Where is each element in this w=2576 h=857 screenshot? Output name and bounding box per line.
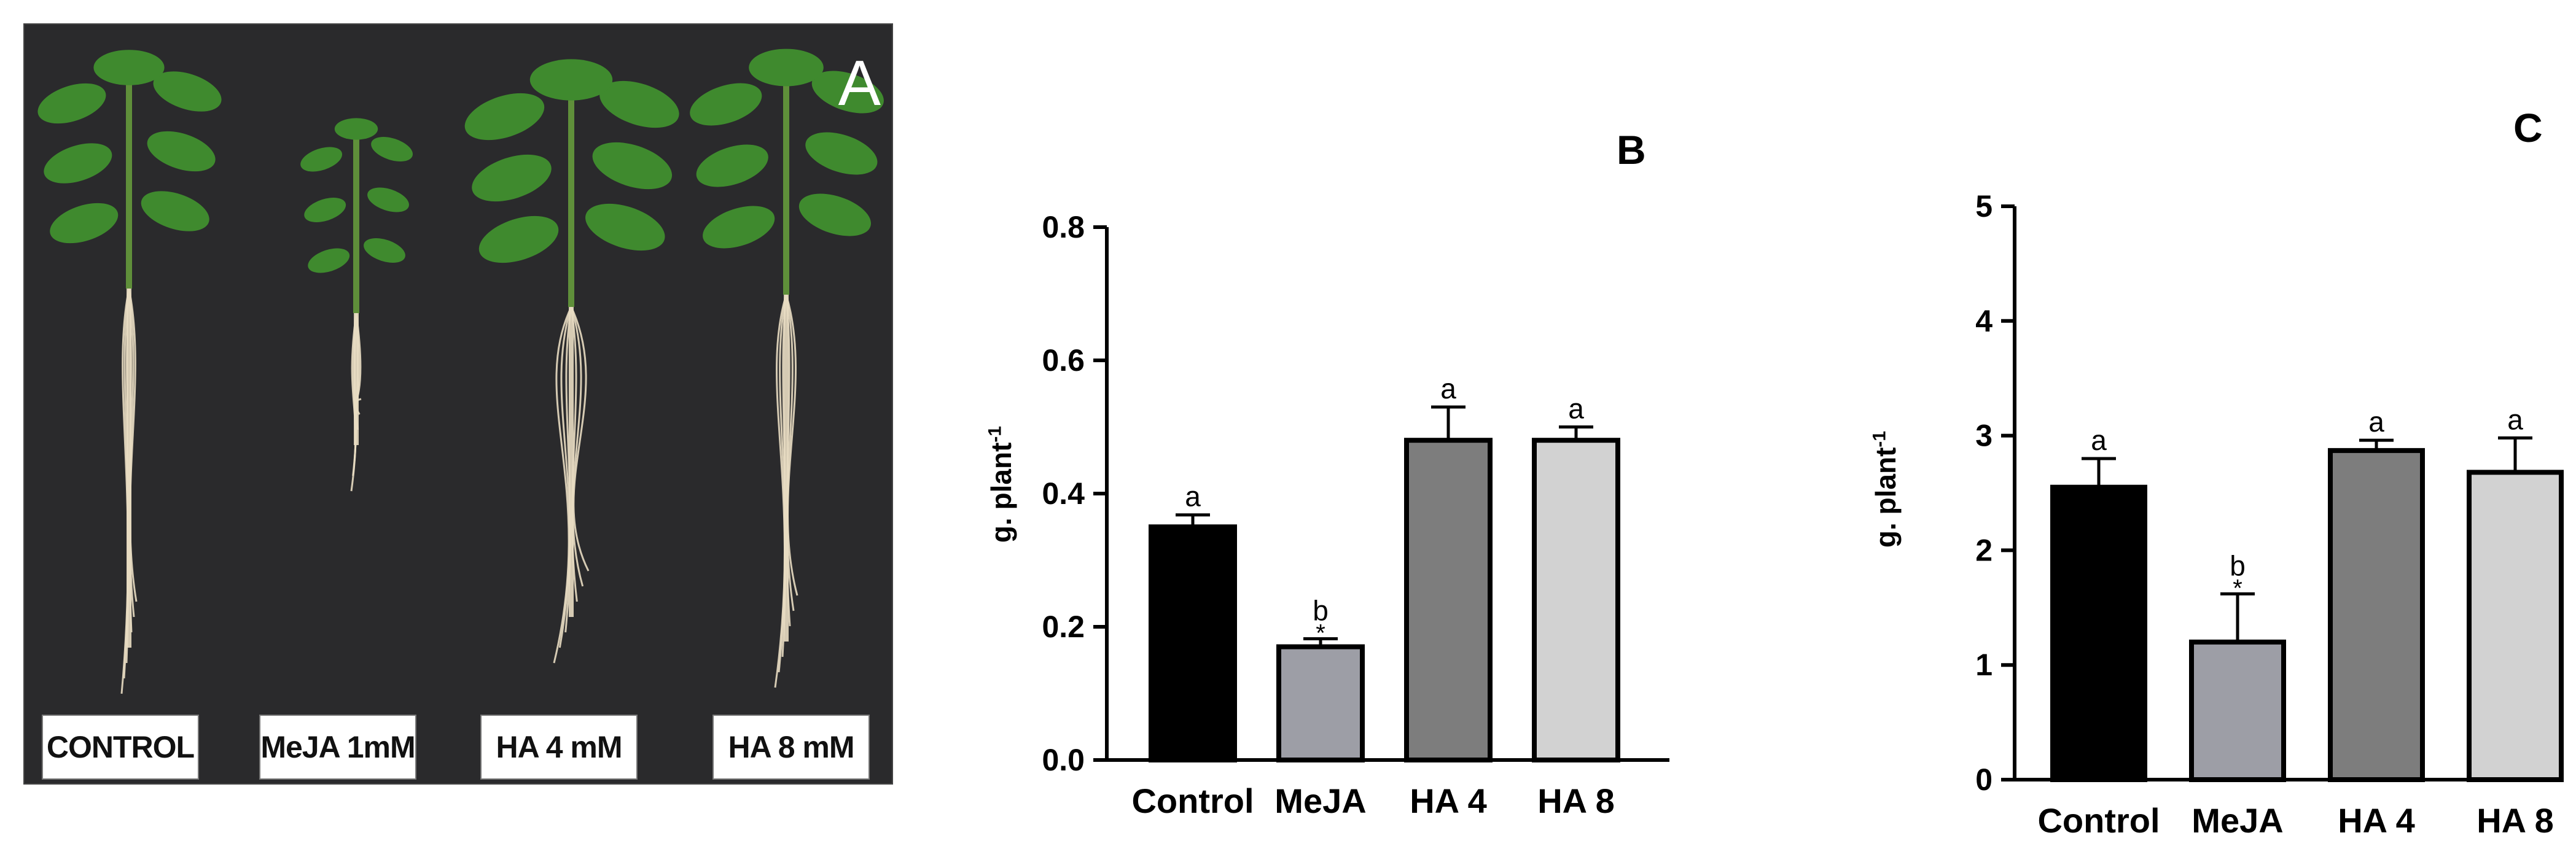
chart-c-category-3: HA 8 (2476, 801, 2554, 840)
plant-0-leaf-3 (147, 131, 216, 172)
plant-1-leaf-4 (308, 248, 350, 273)
plant-1-leaf-0 (300, 147, 343, 172)
plant-2-leaf-1 (599, 80, 679, 128)
plant-2-leaf-6 (529, 59, 613, 101)
chart-b-letter-1: b (1313, 595, 1329, 627)
plant-photo (25, 25, 892, 783)
plant-2-leaf-0 (464, 93, 545, 141)
chart-c-bar-3 (2467, 470, 2564, 782)
chart-c-letter-3: a (2507, 403, 2523, 435)
chart-b-letter-0: a (1185, 481, 1201, 513)
panel-b-letter: B (1617, 127, 1646, 173)
plant-1-leaf-5 (364, 238, 405, 263)
chart-c-ytick-label-0: 0 (1975, 762, 1992, 797)
plant-photo-panel: A CONTROL MeJA 1mM HA 4 mM HA 8 mM (23, 23, 893, 785)
plant-label-meja: MeJA 1mM (259, 715, 416, 780)
chart-b-bar-2 (1404, 438, 1493, 762)
chart-c-category-2: HA 4 (2338, 801, 2415, 840)
chart-b-letter-2: a (1440, 373, 1456, 405)
chart-c-ytick-label-1: 1 (1975, 648, 1992, 682)
chart-c-significance-1: * (2233, 575, 2242, 602)
chart-c-category-0: Control (2037, 801, 2160, 840)
chart-b-ytick-label-2: 0.4 (1042, 476, 1085, 511)
chart-c-bar-1 (2189, 639, 2286, 783)
plant-0 (37, 50, 222, 694)
plant-0-leaf-6 (93, 50, 165, 85)
plant-3-leaf-3 (805, 132, 878, 175)
plant-2-leaf-5 (585, 203, 665, 251)
plant-0-leaf-1 (153, 71, 222, 112)
plant-2-root-6 (570, 306, 590, 572)
plant-3-leaf-4 (703, 206, 775, 249)
panel-c-letter: C (2513, 105, 2543, 150)
plant-3-root-4 (785, 294, 791, 627)
plant-3-root-6 (785, 294, 798, 596)
chart-b-category-1: MeJA (1274, 781, 1366, 820)
chart-b-category-2: HA 4 (1410, 781, 1487, 820)
chart-b-bar-3 (1532, 438, 1620, 762)
plant-0-leaf-2 (44, 143, 112, 184)
chart-c-ytick-label-5: 5 (1975, 189, 1992, 223)
plant-0-leaf-5 (141, 191, 209, 231)
chart-b-bar-0 (1149, 524, 1237, 762)
chart-c-letter-1: b (2230, 549, 2246, 581)
plant-2-root-0 (553, 306, 572, 664)
plant-0-leaf-0 (37, 83, 106, 124)
plant-2-root-1 (558, 306, 572, 648)
plant-3-leaf-5 (798, 193, 872, 236)
plant-label-ha4: HA 4 mM (480, 715, 638, 780)
plant-3-leaf-6 (749, 48, 824, 87)
plant-3-root-5 (785, 294, 795, 611)
plant-3-leaf-0 (690, 83, 762, 126)
plant-3-leaf-2 (696, 144, 768, 187)
plant-0-root-5 (128, 288, 135, 618)
plant-2-leaf-2 (472, 154, 552, 202)
chart-c-bar-2 (2328, 448, 2425, 783)
chart-b-bar-1 (1276, 644, 1365, 762)
chart-c-category-1: MeJA (2192, 801, 2283, 840)
panel-a-letter: A (838, 48, 881, 119)
chart-c-letter-2: a (2368, 406, 2384, 438)
chart-c-ylabel-exp: -1 (1869, 430, 1890, 448)
chart-b-significance-1: * (1316, 620, 1325, 647)
chart-c: 0 1 2 3 4 5 a Control *b MeJA a HA 4 a HA 8 (1975, 189, 2564, 840)
plant-0-root-6 (128, 288, 138, 602)
plant-label-ha8: HA 8 mM (712, 715, 870, 780)
plant-2-root-5 (570, 306, 584, 587)
plant-0-root-4 (128, 288, 133, 633)
chart-b-ytick-label-3: 0.6 (1042, 343, 1085, 378)
plant-1-leaf-3 (367, 187, 409, 212)
plant-2-leaf-4 (478, 215, 559, 263)
chart-b-ytick-label-0: 0.0 (1042, 743, 1085, 777)
chart-b-ytick-label-1: 0.2 (1042, 610, 1085, 644)
plant-1-leaf-6 (334, 118, 378, 140)
chart-b-category-0: Control (1131, 781, 1254, 820)
plant-3-leaf-1 (811, 71, 884, 114)
chart-c-ytick-label-3: 3 (1975, 419, 1992, 453)
plant-2-root-4 (570, 306, 578, 602)
plant-2 (464, 59, 679, 664)
plant-label-control: CONTROL (42, 715, 199, 780)
plant-0-leaf-4 (50, 203, 119, 244)
plant-1-leaf-2 (304, 198, 346, 222)
chart-b: 0.0 0.2 0.4 0.6 0.8 a Control *b MeJA a HA 4 a HA 8 (1042, 210, 1669, 820)
plant-1 (300, 118, 413, 492)
chart-b-category-3: HA 8 (1537, 781, 1615, 820)
plant-1-leaf-1 (371, 137, 413, 161)
chart-b-ytick-label-4: 0.8 (1042, 210, 1085, 244)
chart-c-letter-0: a (2091, 424, 2107, 456)
plant-2-leaf-3 (592, 142, 673, 190)
plant-1-root-6 (355, 312, 362, 401)
chart-c-ytick-label-2: 2 (1975, 533, 1992, 567)
chart-b-letter-3: a (1568, 393, 1584, 425)
chart-c-bar-0 (2050, 484, 2147, 782)
chart-c-ytick-label-4: 4 (1975, 304, 1992, 338)
plant-3 (690, 48, 884, 688)
